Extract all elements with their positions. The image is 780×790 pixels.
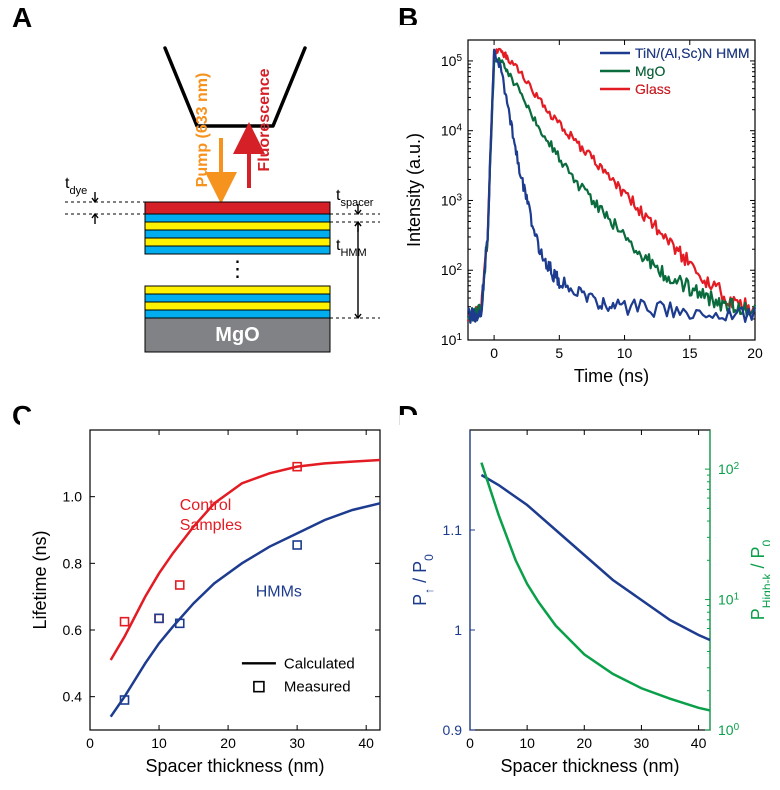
svg-text:0: 0 — [466, 735, 474, 751]
svg-text:Samples: Samples — [180, 517, 242, 534]
svg-text:0.8: 0.8 — [63, 555, 83, 571]
panel-c-svg: 0 10 20 30 40 0.4 0.6 0.8 1.0 Spacer thickness (n… — [20, 415, 390, 780]
svg-text:TiN/(Al,Sc)N HMM: TiN/(Al,Sc)N HMM — [635, 45, 750, 61]
svg-text:1: 1 — [454, 622, 462, 638]
svg-text:0.9: 0.9 — [443, 722, 463, 738]
svg-text:1.0: 1.0 — [63, 489, 83, 505]
svg-text:20: 20 — [220, 735, 236, 751]
panel-a: Pump (633 nm) Fluorescence ⋮ MgO tdye tspacer… — [35, 30, 385, 390]
svg-text:Time (ns): Time (ns) — [574, 366, 649, 386]
svg-text:105: 105 — [441, 52, 463, 69]
figure: A B C D Pump (633 nm)Fluorescence⋮MgOtdy… — [0, 0, 780, 790]
panel-b-svg: 0 5 10 15 20 101 102 103 104 105 Time (ns) Intensit… — [400, 25, 770, 390]
svg-text:10: 10 — [151, 735, 167, 751]
svg-text:0.6: 0.6 — [63, 622, 83, 638]
svg-text:15: 15 — [682, 345, 698, 361]
svg-text:0: 0 — [490, 345, 498, 361]
svg-text:HMMs: HMMs — [256, 584, 302, 601]
svg-text:Fluorescence: Fluorescence — [256, 68, 273, 171]
svg-text:0.4: 0.4 — [63, 689, 83, 705]
svg-text:30: 30 — [289, 735, 305, 751]
svg-text:20: 20 — [576, 735, 592, 751]
svg-text:101: 101 — [718, 591, 740, 608]
svg-text:P↑ / P0: P↑ / P0 — [410, 554, 436, 606]
svg-text:100: 100 — [718, 722, 740, 739]
svg-text:1.1: 1.1 — [443, 522, 463, 538]
svg-text:MgO: MgO — [215, 324, 259, 346]
svg-text:Measured: Measured — [284, 679, 351, 696]
svg-text:Lifetime (ns): Lifetime (ns) — [30, 530, 50, 629]
svg-text:103: 103 — [441, 192, 463, 209]
svg-text:Spacer thickness (nm): Spacer thickness (nm) — [145, 756, 324, 776]
svg-text:40: 40 — [691, 735, 707, 751]
svg-text:Spacer thickness (nm): Spacer thickness (nm) — [500, 756, 679, 776]
svg-text:10: 10 — [519, 735, 535, 751]
svg-text:40: 40 — [358, 735, 374, 751]
svg-text:102: 102 — [718, 461, 740, 478]
svg-text:5: 5 — [555, 345, 563, 361]
svg-text:Control: Control — [180, 497, 232, 514]
svg-text:Intensity (a.u.): Intensity (a.u.) — [404, 133, 424, 247]
svg-text:104: 104 — [441, 122, 463, 139]
svg-text:20: 20 — [747, 345, 763, 361]
panel-label-a: A — [12, 2, 32, 34]
svg-text:tdye: tdye — [65, 175, 87, 197]
panel-a-svg: Pump (633 nm) Fluorescence ⋮ MgO tdye tspacer… — [35, 30, 385, 390]
svg-text:30: 30 — [634, 735, 650, 751]
panel-b: 0 5 10 15 20 101 102 103 104 105 Time (ns) Intensit… — [400, 25, 770, 390]
svg-text:PHigh-k / P0: PHigh-k / P0 — [748, 539, 770, 620]
svg-text:Pump (633 nm): Pump (633 nm) — [194, 73, 211, 188]
panel-d-svg: 0 10 20 30 40 0.9 1 1.1 100 101 102 Spacer thicknes… — [400, 415, 770, 780]
panel-d: 0 10 20 30 40 0.9 1 1.1 100 101 102 Spacer thicknes… — [400, 415, 770, 780]
svg-text:101: 101 — [441, 332, 463, 349]
panel-c: 0 10 20 30 40 0.4 0.6 0.8 1.0 Spacer thickness (n… — [20, 415, 390, 780]
svg-text:102: 102 — [441, 262, 463, 279]
svg-text:0: 0 — [86, 735, 94, 751]
svg-text:Glass: Glass — [635, 81, 671, 97]
svg-text:Calculated: Calculated — [284, 655, 355, 672]
svg-text:MgO: MgO — [635, 63, 665, 79]
svg-text:tHMM: tHMM — [336, 237, 367, 259]
svg-text:⋮: ⋮ — [227, 256, 249, 281]
svg-text:tspacer: tspacer — [336, 187, 374, 209]
svg-text:10: 10 — [617, 345, 633, 361]
